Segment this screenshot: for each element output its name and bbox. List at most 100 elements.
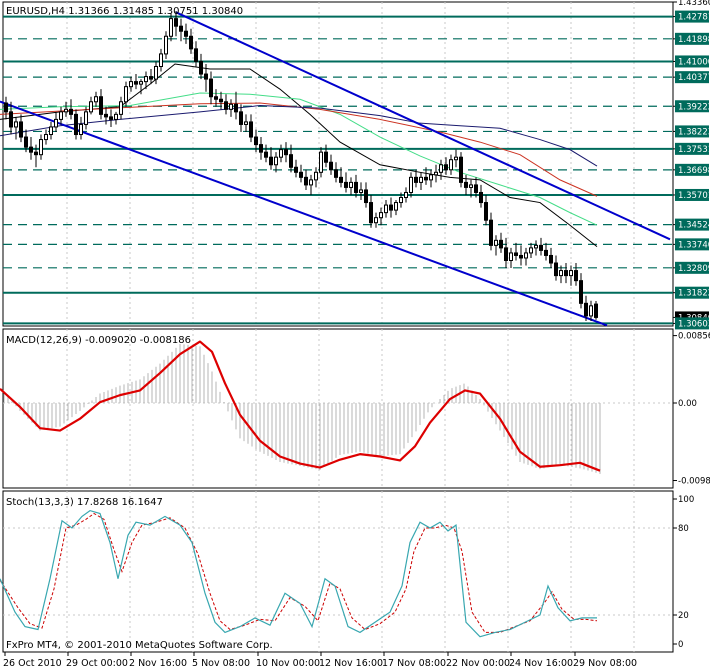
candle <box>434 164 438 183</box>
candle <box>459 152 463 188</box>
candle-body <box>204 73 208 80</box>
candle-body <box>219 98 223 103</box>
price-axis: 1.43360 1.42781 1.41898 1.41000 1.40377 1.392… <box>673 0 710 330</box>
macd-panel[interactable]: MACD(12,26,9) -0.009020 -0.008186 <box>0 328 674 489</box>
candle-body <box>19 121 23 138</box>
candle-body <box>484 202 488 221</box>
candle-body <box>334 169 338 178</box>
copyright-text: FxPro MT4, © 2001-2010 MetaQuotes Softwa… <box>6 640 273 651</box>
candle <box>334 162 338 183</box>
candle <box>39 134 43 160</box>
candle <box>304 169 308 190</box>
candle-body <box>429 174 433 181</box>
time-tick-label: 29 Oct 00:00 <box>66 658 128 669</box>
candle-body <box>309 179 313 186</box>
candle <box>369 194 373 228</box>
candle-body <box>589 305 593 317</box>
candle-body <box>474 184 478 193</box>
time-tick-label: 29 Nov 08:00 <box>573 658 637 669</box>
moving-average-line <box>0 105 598 167</box>
candle-body <box>174 18 178 27</box>
candle-body <box>274 156 278 166</box>
channel-line <box>175 11 671 241</box>
candle-body <box>374 217 378 224</box>
macd-tick-label: 0.00856 <box>678 332 710 342</box>
candle-body <box>554 262 558 277</box>
candle-body <box>249 121 253 138</box>
price-tick-box <box>675 142 709 155</box>
candle <box>84 106 88 130</box>
price-tick-box <box>675 71 709 84</box>
candle <box>519 245 523 266</box>
candle <box>344 172 348 193</box>
candle <box>129 76 133 92</box>
candle-body <box>469 184 473 188</box>
candle-body <box>254 136 258 146</box>
candle-body <box>69 108 73 115</box>
candle <box>259 137 263 160</box>
candle <box>4 96 8 120</box>
candle-body <box>499 239 503 249</box>
candle <box>569 265 573 286</box>
candle-body <box>99 96 103 115</box>
candle <box>19 114 23 143</box>
candle <box>279 144 283 163</box>
candle-body <box>539 244 543 251</box>
candle <box>374 212 378 228</box>
candle-body <box>139 81 143 85</box>
candle <box>214 89 218 107</box>
price-panel[interactable]: EURUSD,H4 1.31366 1.31485 1.30751 1.3084… <box>0 1 674 327</box>
macd-tick-label: 0.00 <box>678 399 697 409</box>
moving-averages <box>0 63 598 248</box>
candle <box>239 104 243 133</box>
price-tick-label: 1.33740 <box>678 240 710 250</box>
candle <box>299 164 303 183</box>
price-tick-box <box>675 286 709 299</box>
candle-body <box>584 302 588 317</box>
candle <box>449 154 453 175</box>
candle <box>159 48 163 72</box>
candle-body <box>399 197 403 204</box>
candle <box>404 187 408 203</box>
moving-average-line <box>0 102 598 197</box>
macd-histogram <box>3 343 601 474</box>
candle-body <box>284 149 288 156</box>
price-tick-box <box>675 218 709 231</box>
candle <box>44 129 48 145</box>
candle-body <box>414 176 418 183</box>
candle-body <box>94 96 98 103</box>
candle <box>464 174 468 195</box>
price-tick-label: 1.34524 <box>678 221 710 231</box>
candle-body <box>189 35 193 50</box>
candle <box>589 300 593 321</box>
candle <box>289 144 293 173</box>
candle <box>524 247 528 266</box>
candle <box>244 114 248 133</box>
candle <box>154 61 158 85</box>
candle <box>349 177 353 195</box>
candle <box>54 111 58 133</box>
candle <box>9 101 13 135</box>
candle <box>184 23 188 44</box>
stochastic-panel[interactable]: Stoch(13,3,3) 17.8268 16.1647 FxPro MT4,… <box>0 490 674 653</box>
candle <box>249 114 253 143</box>
price-tick-label: 1.30603 <box>678 319 710 329</box>
candle <box>124 81 128 107</box>
candle-body <box>424 176 428 181</box>
price-tick-box <box>675 317 709 330</box>
candle <box>174 11 178 37</box>
candle-body <box>159 53 163 67</box>
candle-body <box>549 254 553 264</box>
candle-body <box>504 247 508 261</box>
candle <box>24 129 28 153</box>
candle <box>314 167 318 188</box>
candle <box>359 182 363 201</box>
price-tick-label: 1.38223 <box>678 127 710 137</box>
candle <box>509 247 513 269</box>
candle <box>574 263 578 286</box>
candle <box>339 167 343 188</box>
candle-body <box>299 171 303 178</box>
candle <box>494 235 498 256</box>
candlesticks <box>4 11 598 321</box>
